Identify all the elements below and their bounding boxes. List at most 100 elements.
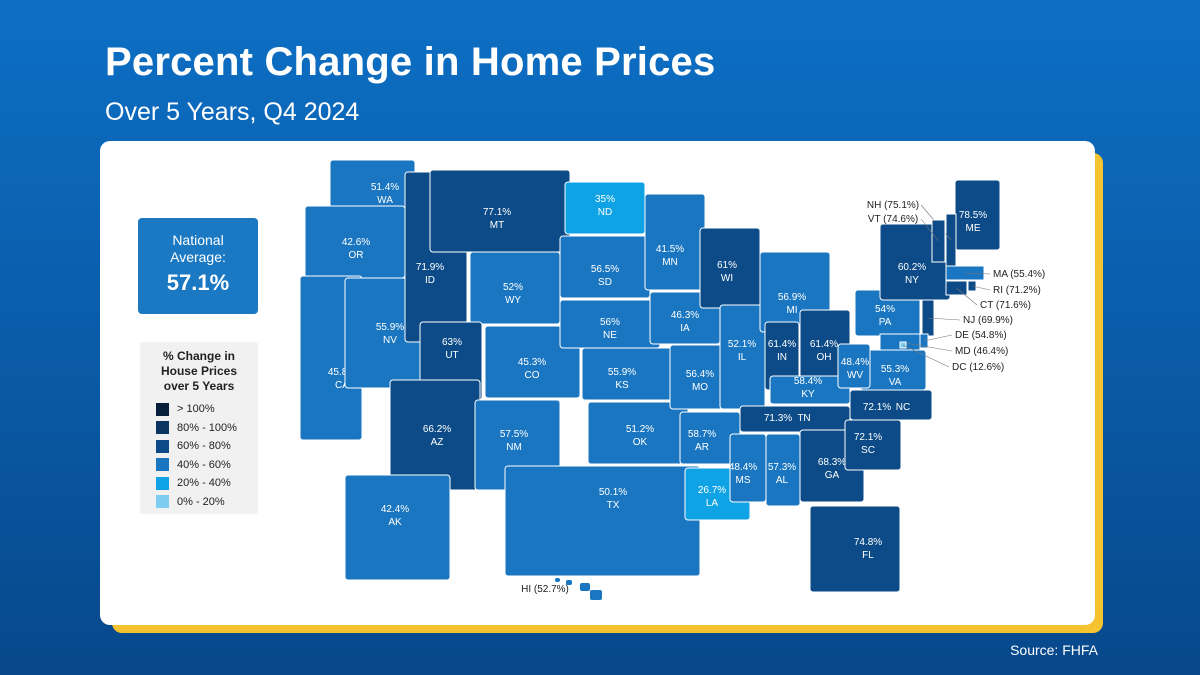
state-name: CA <box>335 380 349 391</box>
state-shape <box>769 375 851 405</box>
state-value: 54% <box>875 304 895 315</box>
state-name: OR <box>349 250 364 261</box>
legend-label: 80% - 100% <box>177 421 237 434</box>
national-average-label: National Average: <box>170 232 226 265</box>
leader-line <box>923 334 953 342</box>
state-name: LA <box>706 498 719 509</box>
legend-swatch <box>156 476 169 490</box>
state-name: MT <box>490 220 504 231</box>
state-value: 42.4% <box>381 504 409 515</box>
legend-item: 80% - 100% <box>140 419 258 438</box>
state-value: 50.1% <box>599 487 627 498</box>
legend-label: > 100% <box>177 403 215 416</box>
title: Percent Change in Home Prices <box>105 40 716 84</box>
legend: % Change in House Prices over 5 Years > … <box>140 342 258 514</box>
state-label: HI (52.7%) <box>521 584 569 595</box>
leader-line <box>971 285 991 291</box>
legend-item: 40% - 60% <box>140 456 258 475</box>
state-name: KS <box>615 380 629 391</box>
state-value: 51.4% <box>371 182 399 193</box>
state-label: MA (55.4%) <box>993 269 1045 280</box>
state-name: UT <box>445 350 458 361</box>
state-shape <box>484 325 581 399</box>
state-shape <box>837 343 871 389</box>
state-name: TX <box>607 500 620 511</box>
state-value: 71.9% <box>416 262 444 273</box>
legend-swatch <box>156 402 169 416</box>
state-value: 63% <box>442 337 462 348</box>
state-value: 71.3% <box>764 413 792 424</box>
state-label: CT (71.6%) <box>980 300 1031 311</box>
state-value: 60.2% <box>898 262 926 273</box>
state-name: MS <box>736 475 751 486</box>
state-name: CO <box>525 370 540 381</box>
state-value: 52.1% <box>728 339 756 350</box>
subtitle: Over 5 Years, Q4 2024 <box>105 98 360 126</box>
legend-item: 0% - 20% <box>140 493 258 512</box>
legend-label: 40% - 60% <box>177 458 231 471</box>
state-shape <box>566 580 572 585</box>
state-name: SD <box>598 277 612 288</box>
state-name: ME <box>966 223 981 234</box>
state-value: 61.4% <box>768 339 796 350</box>
legend-swatch <box>156 421 169 435</box>
state-name: NC <box>896 402 910 413</box>
legend-swatch <box>156 458 169 472</box>
state-value: 57.5% <box>500 429 528 440</box>
state-shape <box>344 474 451 581</box>
leader-line <box>964 272 991 275</box>
state-value: 66.2% <box>423 424 451 435</box>
state-name: WY <box>505 295 521 306</box>
state-name: MI <box>786 305 797 316</box>
state-label: RI (71.2%) <box>993 285 1041 296</box>
legend-item: 20% - 40% <box>140 474 258 493</box>
state-label: NH (75.1%) <box>867 200 919 211</box>
state-name: KY <box>801 389 815 400</box>
state-label: DE (54.8%) <box>955 330 1007 341</box>
state-value: 56.4% <box>686 369 714 380</box>
state-label: VT (74.6%) <box>868 214 918 225</box>
state-value: 77.1% <box>483 207 511 218</box>
leader-line <box>899 341 953 352</box>
state-name: MN <box>662 257 678 268</box>
legend-item: > 100% <box>140 400 258 419</box>
state-name: WI <box>721 273 733 284</box>
state-name: NM <box>506 442 522 453</box>
state-value: 56.9% <box>778 292 806 303</box>
state-value: 48.4% <box>841 357 869 368</box>
source: Source: FHFA <box>1010 642 1098 658</box>
state-label: DC (12.6%) <box>952 362 1004 373</box>
state-label: MD (46.4%) <box>955 346 1008 357</box>
state-shape <box>809 505 901 593</box>
state-name: WV <box>847 370 863 381</box>
state-name: ND <box>598 207 612 218</box>
state-name: IL <box>738 352 747 363</box>
state-name: NY <box>905 275 919 286</box>
state-name: GA <box>825 470 840 481</box>
leader-line <box>902 344 950 368</box>
national-average: National Average: 57.1% <box>138 218 258 314</box>
state-value: 72.1% <box>854 432 882 443</box>
leader-line <box>927 317 961 321</box>
state-shape <box>555 578 560 582</box>
legend-swatch <box>156 439 169 453</box>
legend-title: % Change in House Prices over 5 Years <box>160 349 238 393</box>
state-shape <box>580 583 590 591</box>
state-name: OH <box>817 352 832 363</box>
state-name: NE <box>603 330 617 341</box>
legend-label: 60% - 80% <box>177 440 231 453</box>
state-name: WA <box>377 195 393 206</box>
state-value: 78.5% <box>959 210 987 221</box>
state-value: 61.4% <box>810 339 838 350</box>
state-name: TN <box>797 413 810 424</box>
state-shape <box>644 193 706 291</box>
legend-item: 60% - 80% <box>140 437 258 456</box>
state-value: 41.5% <box>656 244 684 255</box>
leader-line <box>920 218 939 242</box>
state-value: 26.7% <box>698 485 726 496</box>
state-shape <box>739 405 851 433</box>
state-name: OK <box>633 437 648 448</box>
state-value: 72.1% <box>863 402 891 413</box>
legend-swatch <box>156 495 169 509</box>
